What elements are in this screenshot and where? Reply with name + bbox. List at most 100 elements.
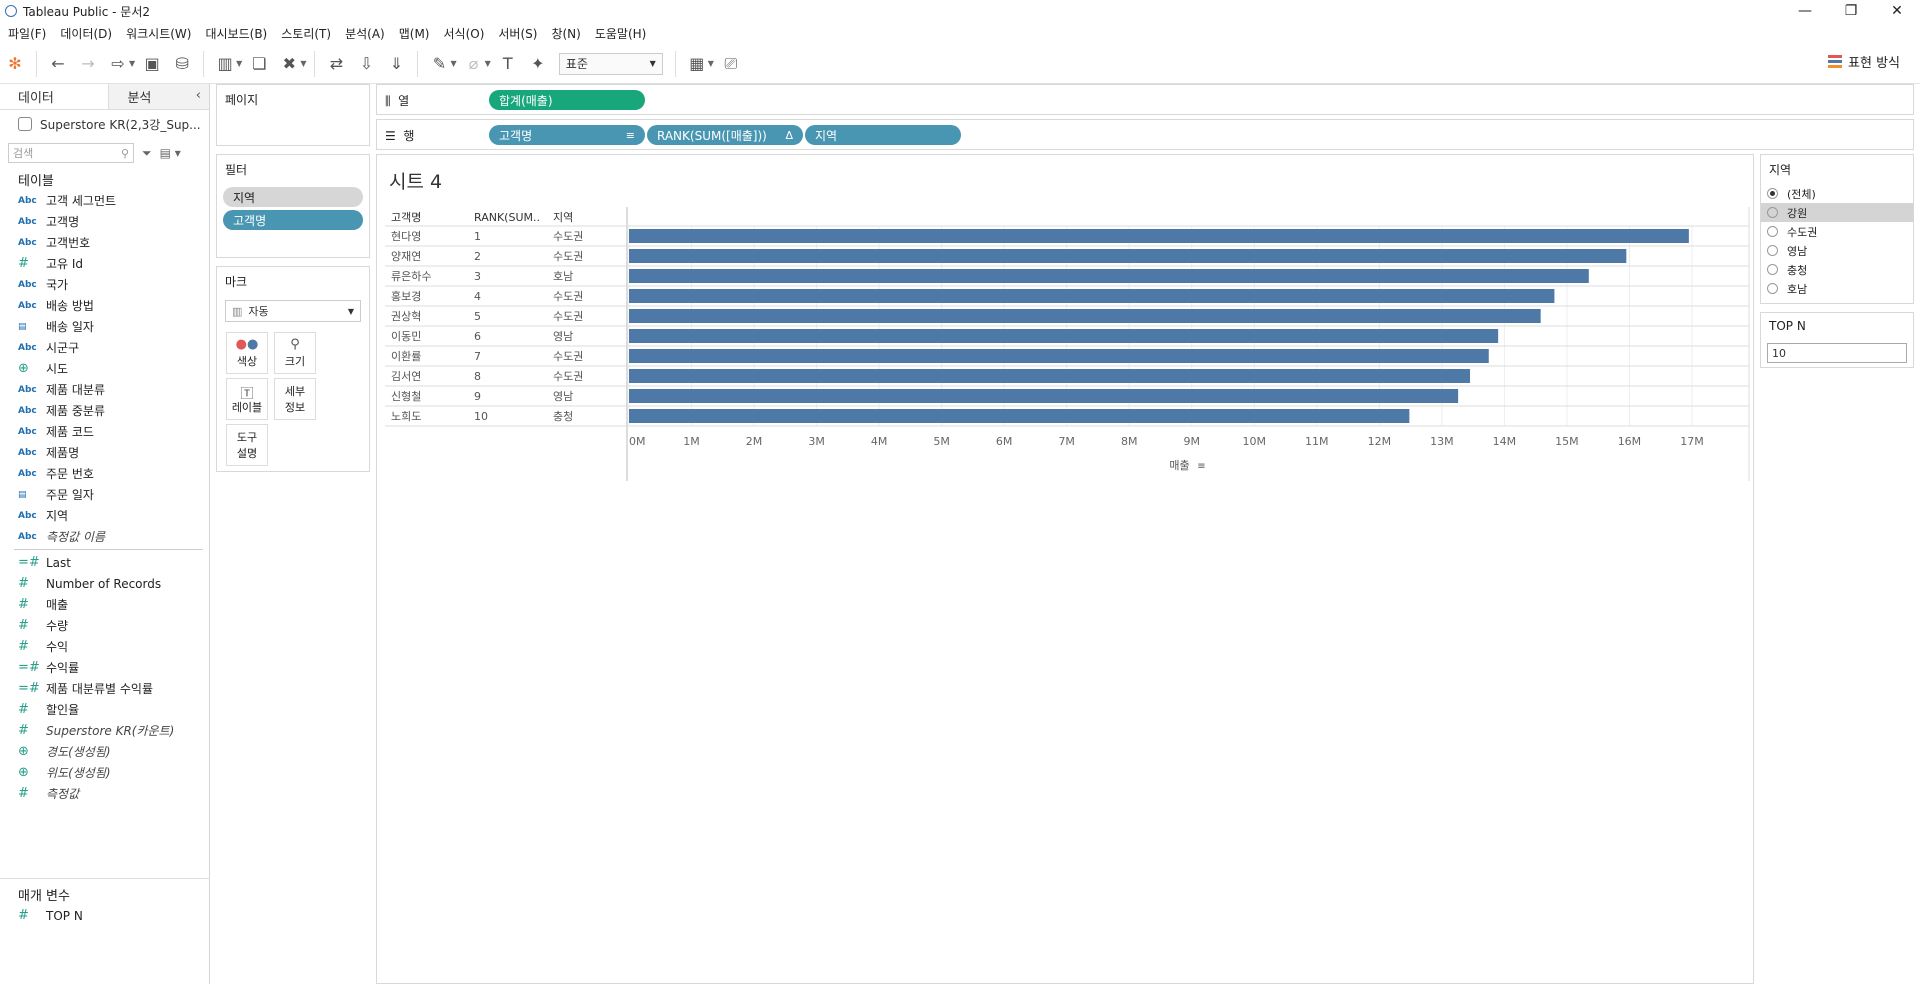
filter-pill-region[interactable]: 지역: [223, 187, 363, 207]
show-me-button[interactable]: 표현 방식: [1828, 52, 1900, 71]
label-button[interactable]: 🅃 레이블: [226, 378, 268, 420]
menu-server[interactable]: 서버(S): [498, 26, 538, 41]
measure-field[interactable]: ⊕ 경도(생성됨): [0, 741, 209, 762]
region-option[interactable]: 영남: [1761, 241, 1913, 260]
menu-window[interactable]: 창(N): [551, 26, 581, 41]
dimension-field[interactable]: ▤ 주문 일자: [0, 484, 209, 505]
dimension-field[interactable]: Abc 제품 코드: [0, 421, 209, 442]
chevron-down-icon[interactable]: ▼: [236, 59, 243, 68]
measure-field[interactable]: # Number of Records: [0, 573, 209, 594]
minimize-icon[interactable]: —: [1798, 3, 1812, 19]
chevron-down-icon[interactable]: ▼: [484, 59, 491, 68]
new-worksheet-icon[interactable]: ▥: [217, 54, 233, 73]
sort-ascending-icon[interactable]: ⇩: [359, 54, 374, 73]
clear-sheet-icon[interactable]: ✖: [282, 54, 297, 73]
chevron-down-icon[interactable]: ▼: [707, 59, 714, 68]
tab-analytics[interactable]: 분석 ‹: [109, 84, 209, 109]
undo-icon[interactable]: ←: [51, 54, 65, 73]
measure-field[interactable]: =# 수익률: [0, 657, 209, 678]
dimension-field[interactable]: Abc 제품 중분류: [0, 400, 209, 421]
collapse-icon[interactable]: ‹: [195, 88, 201, 103]
measure-field[interactable]: # 측정값: [0, 783, 209, 804]
menu-format[interactable]: 서식(O): [443, 26, 485, 41]
measure-field[interactable]: ⊕ 위도(생성됨): [0, 762, 209, 783]
dimension-field[interactable]: Abc 국가: [0, 274, 209, 295]
rows-shelf[interactable]: ☰ 행 고객명 ≡ RANK(SUM([매출])) Δ 지역: [376, 119, 1914, 150]
dimension-field[interactable]: Abc 측정값 이름: [0, 526, 209, 547]
region-option[interactable]: 충청: [1761, 260, 1913, 279]
fix-axes-icon[interactable]: ✦: [531, 54, 545, 73]
measure-field[interactable]: =# 제품 대분류별 수익률: [0, 678, 209, 699]
dimension-field[interactable]: Abc 고객 세그먼트: [0, 190, 209, 211]
filter-icon[interactable]: ⏷: [142, 145, 152, 160]
menu-help[interactable]: 도움말(H): [594, 26, 647, 41]
parameter-field[interactable]: # TOP N: [0, 905, 210, 926]
dimension-field[interactable]: Abc 제품명: [0, 442, 209, 463]
redo-icon[interactable]: →: [81, 54, 95, 73]
new-datasource-icon[interactable]: ⛁: [175, 54, 189, 73]
topn-input[interactable]: 10: [1767, 343, 1907, 363]
view-options-icon[interactable]: ▤ ▾: [159, 146, 181, 160]
tooltip-button[interactable]: 도구 설명: [226, 424, 268, 466]
measure-field[interactable]: # 매출: [0, 594, 209, 615]
row-pill-region[interactable]: 지역: [805, 125, 961, 145]
menu-analysis[interactable]: 분석(A): [345, 26, 385, 41]
dimension-field[interactable]: Abc 고객번호: [0, 232, 209, 253]
column-pill-sum-sales[interactable]: 합계(매출): [489, 90, 645, 110]
chevron-down-icon[interactable]: ▼: [129, 59, 136, 68]
dimension-field[interactable]: Abc 시군구: [0, 337, 209, 358]
replay-icon[interactable]: ⇨: [111, 54, 125, 73]
row-pill-customer[interactable]: 고객명 ≡: [489, 125, 645, 145]
dimension-field[interactable]: Abc 지역: [0, 505, 209, 526]
presentation-mode-icon[interactable]: ⎚: [724, 53, 738, 73]
detail-button[interactable]: 세부 정보: [274, 378, 316, 420]
menu-dashboard[interactable]: 대시보드(B): [205, 26, 268, 41]
menu-map[interactable]: 맵(M): [398, 26, 430, 41]
highlight-icon[interactable]: ✎: [432, 54, 447, 73]
columns-shelf[interactable]: ⫼ 열 합계(매출): [376, 84, 1914, 115]
tableau-start-icon[interactable]: ✻: [8, 54, 22, 73]
save-icon[interactable]: ▣: [144, 54, 160, 73]
filter-pill-customer[interactable]: 고객명: [223, 210, 363, 230]
tab-data[interactable]: 데이터: [0, 84, 110, 109]
row-pill-rank[interactable]: RANK(SUM([매출])) Δ: [647, 125, 803, 145]
region-option[interactable]: 수도권: [1761, 222, 1913, 241]
show-cards-icon[interactable]: ▦: [689, 54, 705, 73]
measure-field[interactable]: =# Last: [0, 552, 209, 573]
group-members-icon[interactable]: ⌀: [468, 54, 479, 73]
dimension-field[interactable]: Abc 배송 방법: [0, 295, 209, 316]
menu-story[interactable]: 스토리(T): [281, 26, 332, 41]
show-labels-icon[interactable]: T: [502, 54, 513, 73]
region-option[interactable]: (전체): [1761, 184, 1913, 203]
swap-axes-icon[interactable]: ⇄: [329, 54, 344, 73]
dimension-field[interactable]: # 고유 Id: [0, 253, 209, 274]
dimension-field[interactable]: ▤ 배송 일자: [0, 316, 209, 337]
measure-field[interactable]: # 수량: [0, 615, 209, 636]
fit-select[interactable]: 표준 ▼: [558, 52, 663, 75]
mark-type-select[interactable]: ▥ 자동 ▼: [225, 300, 361, 322]
duplicate-sheet-icon[interactable]: ❏: [252, 54, 267, 73]
measure-field[interactable]: # 할인율: [0, 699, 209, 720]
datasource-item[interactable]: Superstore KR(2,3강_Sup...: [0, 110, 209, 138]
dimension-field[interactable]: Abc 주문 번호: [0, 463, 209, 484]
chevron-down-icon[interactable]: ▼: [450, 59, 457, 68]
region-option[interactable]: 호남: [1761, 279, 1913, 298]
close-icon[interactable]: ✕: [1891, 3, 1903, 19]
color-button[interactable]: ●● 색상: [226, 332, 268, 374]
dimension-field[interactable]: Abc 고객명: [0, 211, 209, 232]
search-input[interactable]: 검색 ⚲: [8, 143, 134, 163]
sort-descending-icon[interactable]: ⇓: [389, 54, 404, 73]
measure-field[interactable]: # Superstore KR(카운트): [0, 720, 209, 741]
pages-card[interactable]: 페이지: [216, 84, 370, 146]
dimension-field[interactable]: ⊕ 시도: [0, 358, 209, 379]
restore-icon[interactable]: ❐: [1844, 3, 1858, 19]
chevron-down-icon[interactable]: ▼: [300, 59, 307, 68]
region-option[interactable]: 강원: [1761, 203, 1913, 222]
filters-card[interactable]: 필터 지역 고객명: [216, 154, 370, 258]
measure-field[interactable]: # 수익: [0, 636, 209, 657]
dimension-field[interactable]: Abc 제품 대분류: [0, 379, 209, 400]
menu-file[interactable]: 파일(F): [8, 26, 47, 41]
size-button[interactable]: ⚲ 크기: [274, 332, 316, 374]
menu-data[interactable]: 데이터(D): [60, 26, 113, 41]
